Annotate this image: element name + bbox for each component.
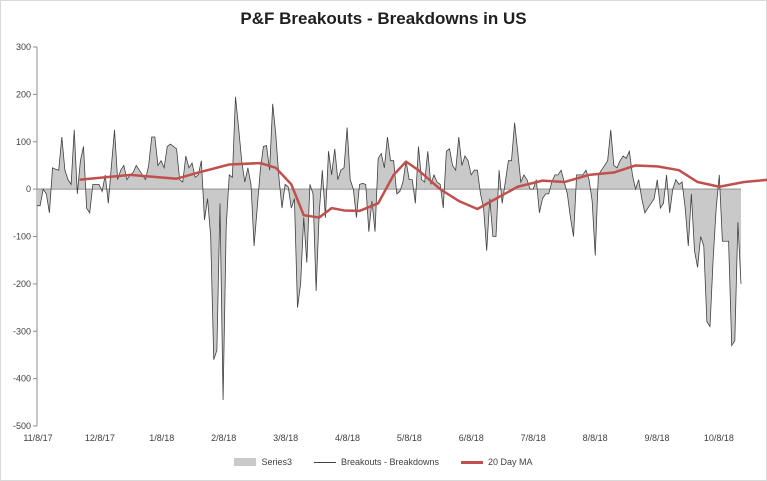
x-tick-label: 11/8/17 bbox=[23, 433, 52, 443]
x-axis: 11/8/17 12/8/17 1/8/18 2/8/18 3/8/18 4/8/18 5/… bbox=[23, 188, 741, 443]
y-tick-label: 200 bbox=[16, 89, 31, 99]
x-tick-label: 1/8/18 bbox=[149, 433, 174, 443]
y-tick-label: 300 bbox=[16, 42, 31, 52]
legend-label-series3: Series3 bbox=[261, 457, 292, 467]
legend-swatch-breakouts-breakdowns bbox=[313, 461, 336, 463]
y-tick-label: -400 bbox=[13, 374, 31, 384]
y-axis: -500 -400 -300 -200 -100 0 100 200 300 bbox=[13, 42, 38, 431]
x-tick-label: 9/8/18 bbox=[644, 433, 669, 443]
x-tick-label: 8/8/18 bbox=[583, 433, 608, 443]
breakouts-breakdowns-line bbox=[37, 96, 742, 400]
x-tick-label: 4/8/18 bbox=[335, 433, 360, 443]
y-tick-label: -200 bbox=[13, 279, 31, 289]
y-tick-label: -300 bbox=[13, 326, 31, 336]
x-tick-label: 5/8/18 bbox=[397, 433, 422, 443]
legend-label-breakouts-breakdowns: Breakouts - Breakdowns bbox=[340, 457, 440, 467]
legend-item-20-day-ma: 20 Day MA bbox=[461, 457, 533, 467]
series-layer bbox=[37, 96, 767, 400]
y-tick-label: -500 bbox=[13, 421, 31, 431]
legend-swatch-20-day-ma bbox=[461, 460, 484, 464]
legend-swatch-series3 bbox=[234, 458, 257, 466]
legend: Series3 Breakouts - Breakdowns 20 Day MA bbox=[0, 457, 767, 467]
legend-label-20-day-ma: 20 Day MA bbox=[488, 457, 533, 467]
x-tick-label: 7/8/18 bbox=[521, 433, 546, 443]
legend-item-breakouts-breakdowns: Breakouts - Breakdowns bbox=[313, 457, 440, 467]
y-tick-label: 0 bbox=[26, 184, 31, 194]
x-tick-label: 6/8/18 bbox=[459, 433, 484, 443]
x-tick-label: 3/8/18 bbox=[273, 433, 298, 443]
x-tick-label: 2/8/18 bbox=[211, 433, 236, 443]
y-tick-label: 100 bbox=[16, 137, 31, 147]
ma-20-day-line bbox=[79, 160, 767, 219]
y-tick-label: -100 bbox=[13, 232, 31, 242]
series3-area bbox=[37, 96, 741, 400]
chart-title: P&F Breakouts - Breakdowns in US bbox=[240, 9, 527, 28]
legend-item-series3: Series3 bbox=[234, 457, 292, 467]
x-tick-label: 12/8/17 bbox=[85, 433, 115, 443]
x-tick-label: 10/8/18 bbox=[704, 433, 734, 443]
